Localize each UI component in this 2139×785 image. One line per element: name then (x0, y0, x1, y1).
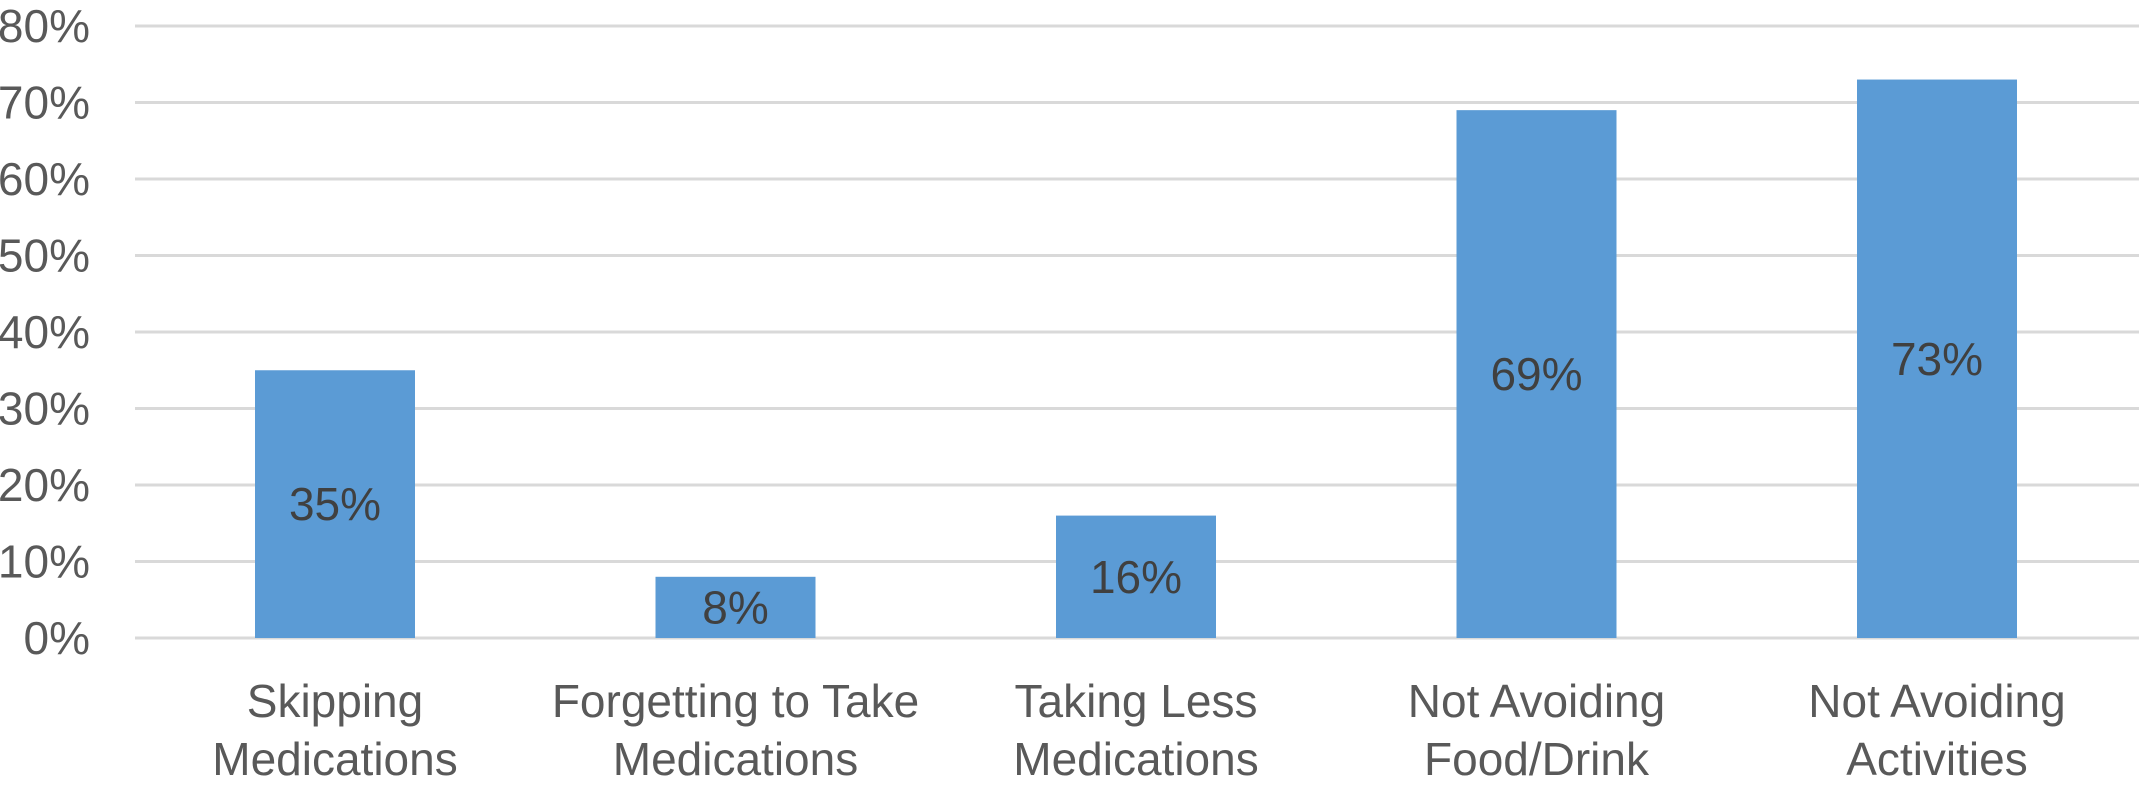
bar-value-label: 69% (1490, 348, 1582, 400)
y-tick-label: 50% (0, 230, 90, 282)
bar (1056, 515, 1216, 638)
bar (255, 370, 415, 638)
y-tick-label: 40% (0, 306, 90, 358)
bar (1857, 79, 2017, 639)
y-tick-label: 10% (0, 536, 90, 588)
y-tick-label: 0% (24, 612, 90, 664)
gridlines (135, 24, 2139, 640)
category-label: Skipping Medications (212, 675, 457, 785)
category-label: Taking Less Medications (1013, 675, 1258, 785)
category-label: Not Avoiding Activities (1808, 675, 2065, 785)
y-tick-label: 20% (0, 459, 90, 511)
bar-value-label: 8% (702, 581, 768, 633)
bar-value-label: 16% (1090, 551, 1182, 603)
bar-value-label: 73% (1891, 333, 1983, 385)
y-tick-label: 80% (0, 0, 90, 52)
y-tick-label: 60% (0, 153, 90, 205)
y-tick-label: 30% (0, 383, 90, 435)
y-tick-label: 70% (0, 77, 90, 129)
bar (655, 576, 816, 638)
bars (255, 79, 2017, 639)
category-label: Not Avoiding Food/Drink (1408, 675, 1665, 785)
bar-value-label: 35% (289, 478, 381, 530)
bar (1456, 110, 1617, 638)
y-axis-tick-labels: 0% 10% 20% 30% 40% 50% 60% 70% 80% (0, 0, 90, 664)
x-axis-category-labels: Skipping Medications Forgetting to Take Med… (212, 675, 2065, 785)
bar-data-labels: 35% 8% 16% 69% 73% (289, 333, 1983, 634)
category-label: Forgetting to Take Medications (552, 675, 919, 785)
